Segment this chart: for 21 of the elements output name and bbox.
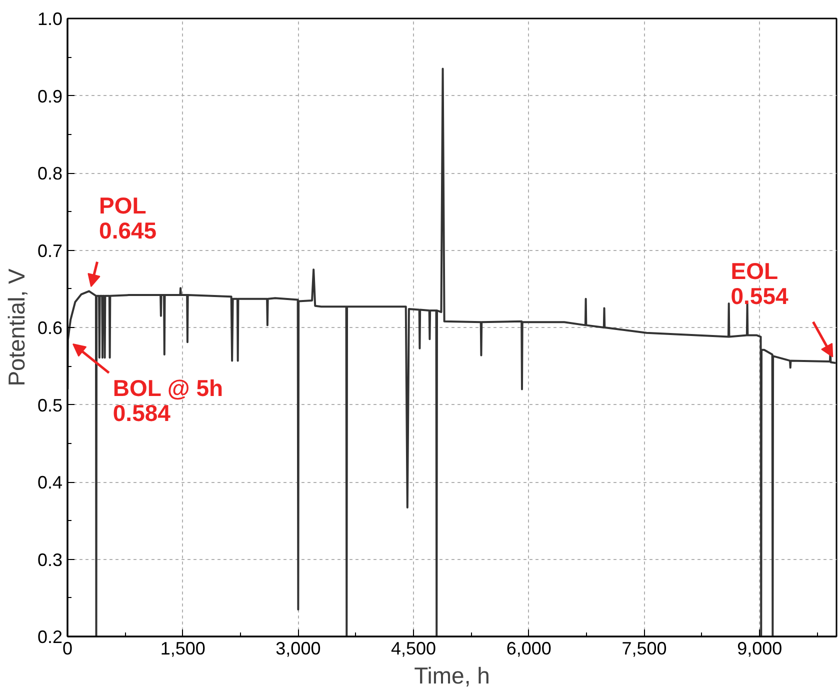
y-tick-label: 0.4 [37,472,63,492]
annotation: BOL @ 5h 0.584 [112,374,224,426]
x-tick-label: 1,500 [160,638,206,658]
x-tick-label: 4,500 [391,638,436,658]
y-axis-title: Potential, V [3,268,30,386]
y-tick-label: 0.6 [37,318,63,338]
y-tick-label: 0.7 [37,240,63,261]
y-tick-label: 0.3 [37,550,63,570]
x-axis-title: Time, h [414,662,490,688]
y-tick-label: 0.5 [37,395,63,416]
annotation: EOL 0.554 [730,258,788,310]
x-tick-label: 6,000 [506,638,552,658]
x-tick-label: 7,500 [622,638,667,658]
x-tick-label: 3,000 [276,638,321,658]
y-tick-label: 0.8 [37,164,63,184]
y-tick-label: 1.0 [37,9,63,29]
x-tick-label: 9,000 [737,638,782,658]
y-tick-label: 0.9 [37,86,63,106]
annotation: POL 0.645 [99,192,157,244]
x-tick-label: 0 [62,638,73,658]
y-tick-label: 0.2 [37,627,63,647]
